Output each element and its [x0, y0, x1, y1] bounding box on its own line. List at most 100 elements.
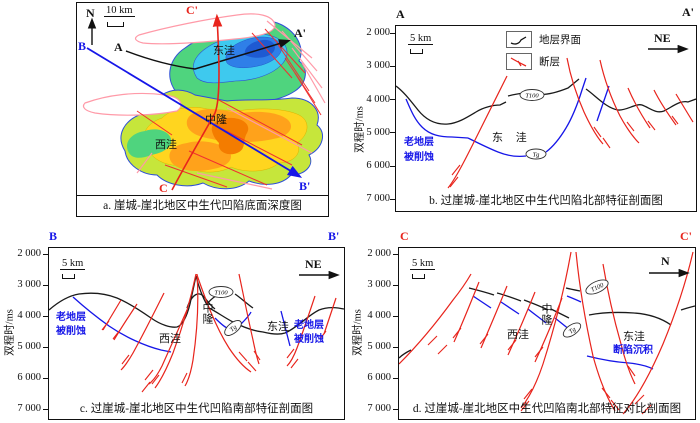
section-line-cc	[171, 13, 223, 191]
tick-label: 7 000	[366, 193, 390, 204]
scale-label: 5 km	[408, 33, 434, 45]
horizon-lines	[396, 78, 696, 125]
scale-bracket	[62, 274, 75, 279]
svg-text:T100: T100	[525, 92, 539, 99]
tg-horizon-lines	[72, 296, 291, 353]
tick-label: 2 000	[366, 27, 390, 38]
anno-east-sag: 东洼	[623, 331, 645, 343]
svg-text:Tg: Tg	[533, 151, 541, 158]
legend-fault-label: 断层	[539, 57, 560, 68]
panel-c-start-label: B	[49, 229, 58, 243]
tick-label: 4 000	[17, 310, 41, 321]
tick-label: 3 000	[367, 279, 391, 290]
t100-ellipse-marker: T100	[519, 89, 545, 101]
tick-label: 2 000	[367, 248, 391, 259]
svg-text:T100: T100	[214, 289, 228, 296]
tick-label: 3 000	[366, 60, 390, 71]
legend-interface-label: 地层界面	[539, 35, 581, 46]
endpoint-c2: C'	[186, 3, 198, 17]
panel-d-end-label: C'	[680, 229, 692, 243]
map-label-central-uplift: 中隆	[205, 114, 227, 126]
endpoint-a2: A'	[294, 26, 306, 40]
scale-label: 5 km	[410, 258, 436, 270]
endpoint-b: B	[78, 39, 87, 53]
panel-b: T100 Tg 5 km NE 地层界面	[390, 25, 697, 212]
anno-central-uplift: 中隆	[201, 302, 213, 324]
fault-symbol	[506, 53, 532, 70]
panel-c-caption: c. 过崖城-崖北地区中生代凹陷南部特征剖面图	[79, 403, 314, 415]
endpoint-c: C	[159, 181, 168, 195]
section-line-bb	[86, 47, 303, 178]
legend-row-fault: 断层	[506, 53, 581, 70]
direction-label: NE	[305, 257, 322, 271]
tick-label: 7 000	[367, 403, 391, 414]
map-label-west-sag: 西洼	[155, 139, 177, 151]
panel-d: T100 Tg 5 km N 西洼 中隆 东洼 断陷沉积 d. 过崖城-崖北地区…	[393, 247, 696, 420]
panel-a-caption: a. 崖城-崖北地区中生代凹陷底面深度图	[77, 195, 328, 216]
section-c-drawing: T100 Tg	[49, 270, 344, 393]
section-d-drawing: T100 Tg	[399, 251, 695, 415]
endpoint-a: A	[114, 40, 123, 54]
tick-label: 6 000	[367, 372, 391, 383]
fault-lines	[399, 251, 694, 415]
fault-lines	[447, 57, 694, 189]
tick-label: 3 000	[17, 279, 41, 290]
horizon-lines	[399, 287, 695, 359]
anno-east-sag: 东 洼	[492, 132, 532, 144]
t100-ellipse-marker: T100	[208, 286, 234, 298]
fault-slip-arrows	[101, 320, 327, 393]
map-label-east-sag: 东洼	[213, 45, 235, 57]
tg-horizon-lines	[405, 77, 610, 158]
direction-label: NE	[654, 31, 671, 45]
anno-central-uplift: 中隆	[540, 303, 552, 325]
north-label: N	[86, 6, 95, 20]
svg-text:Tg: Tg	[229, 323, 239, 333]
fault-slip-arrows	[427, 327, 652, 415]
anno-west-sag: 西洼	[507, 329, 529, 341]
anno-eroded-1: 老地层	[404, 137, 434, 148]
legend: 地层界面 断层	[506, 31, 581, 75]
panel-d-caption: d. 过崖城-崖北地区中生代凹陷南北部特征对比剖面图	[412, 403, 682, 415]
panel-c: T100 Tg 5 km NE 老地层 被削蚀 西洼 中隆 东洼 老地层 被削蚀…	[43, 247, 345, 420]
panel-b-start-label: A	[396, 7, 405, 21]
tick-label: 5 000	[367, 341, 391, 352]
fault-lines	[101, 273, 337, 393]
tick-label: 6 000	[366, 160, 390, 171]
tg-ellipse-marker: Tg	[562, 322, 582, 338]
panel-c-end-label: B'	[328, 229, 340, 243]
direction-label: N	[661, 254, 670, 268]
scale-bracket	[412, 274, 425, 279]
panel-b-caption: b. 过崖城-崖北地区中生代凹陷北部特征剖面图	[429, 195, 663, 207]
anno-east-sag: 东洼	[267, 321, 289, 333]
map-scale-label: 10 km	[104, 5, 135, 17]
section-b-drawing: T100 Tg	[396, 44, 696, 189]
legend-row-interface: 地层界面	[506, 31, 581, 48]
panel-b-end-label: A'	[682, 5, 694, 19]
north-arrow-icon	[87, 17, 97, 45]
tick-label: 6 000	[17, 372, 41, 383]
tick-label: 7 000	[17, 403, 41, 414]
interface-symbol	[506, 31, 532, 48]
anno-eroded-left-2: 被削蚀	[56, 326, 86, 337]
anno-eroded-2: 被削蚀	[404, 152, 434, 163]
anno-rift-fill: 断陷沉积	[613, 345, 653, 356]
anno-eroded-right-1: 老地层	[294, 320, 324, 331]
tick-label: 4 000	[367, 310, 391, 321]
depth-map	[82, 13, 326, 191]
map-scale-bracket	[107, 22, 124, 27]
endpoint-b2: B'	[299, 179, 311, 193]
svg-text:Tg: Tg	[568, 325, 578, 335]
anno-west-sag: 西洼	[159, 333, 181, 345]
fault-slip-arrows	[449, 115, 679, 188]
scale-bracket	[410, 49, 423, 54]
map-pink-outlines	[82, 13, 326, 190]
tick-label: 5 000	[17, 341, 41, 352]
tick-label: 2 000	[17, 248, 41, 259]
panel-a: N 10 km B A A' B' C C' 东洼 中隆 西洼 a. 崖城-崖北…	[76, 2, 329, 217]
map-fault-traces	[136, 28, 322, 188]
panel-d-start-label: C	[400, 229, 409, 243]
tg-ellipse-marker: Tg	[525, 148, 547, 160]
scale-label: 5 km	[60, 258, 86, 270]
tick-label: 4 000	[366, 94, 390, 105]
